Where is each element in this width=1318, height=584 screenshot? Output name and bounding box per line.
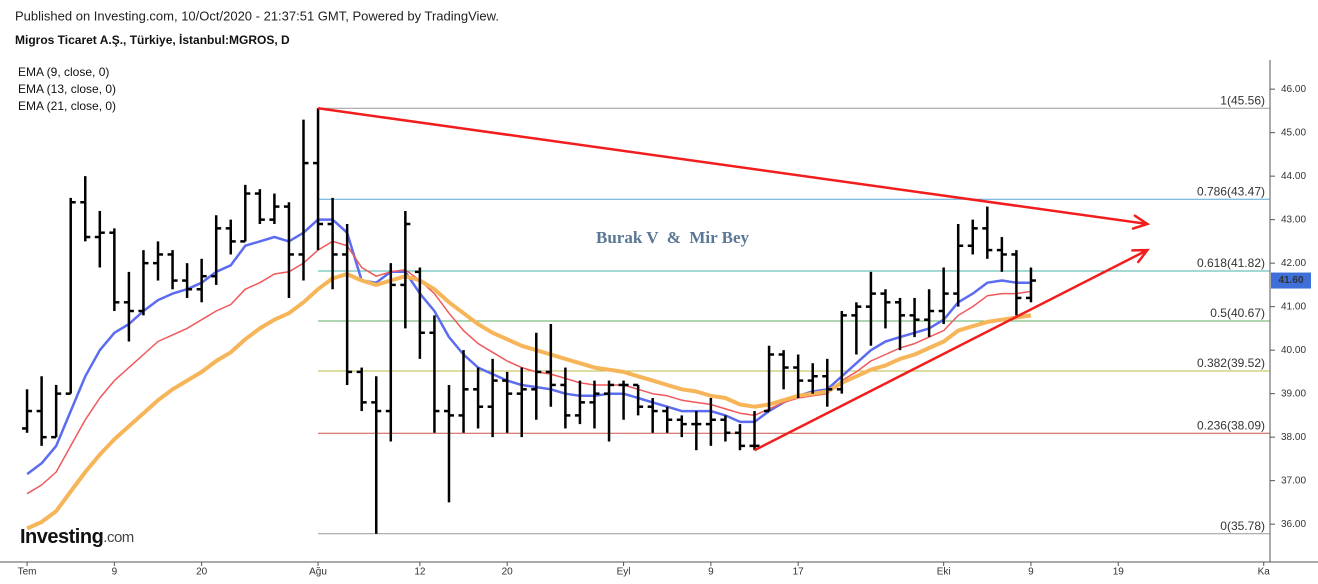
y-tick-label: 39.00 [1281, 388, 1306, 399]
y-tick-label: 37.00 [1281, 475, 1306, 486]
legend-entry: EMA (13, close, 0) [18, 82, 116, 96]
x-tick-label: 20 [502, 567, 514, 578]
fib-label: 0(35.78) [1220, 519, 1265, 533]
symbol-title: Migros Ticaret A.Ş., Türkiye, İstanbul:M… [15, 32, 290, 47]
y-tick-label: 46.00 [1281, 84, 1306, 95]
fib-label: 0.5(40.67) [1210, 306, 1265, 320]
x-tick-label: Eki [937, 567, 951, 578]
trend-arrow [1131, 214, 1151, 230]
y-tick-label: 43.00 [1281, 214, 1306, 225]
fib-label: 1(45.56) [1220, 93, 1265, 107]
watermark: Investing.com [20, 526, 134, 548]
x-tick-label: 9 [1028, 567, 1034, 578]
annotation: Burak V & Mir Bey [596, 228, 750, 247]
y-tick-label: 42.00 [1281, 258, 1306, 269]
y-tick-label: 40.00 [1281, 345, 1306, 356]
x-tick-label: 9 [708, 567, 714, 578]
ema-line [26, 272, 1032, 531]
y-tick-label: 41.00 [1281, 301, 1306, 312]
fib-label: 0.786(43.47) [1197, 184, 1265, 198]
trend-arrow [1131, 248, 1150, 264]
trend-line [317, 107, 1148, 226]
x-tick-label: 12 [414, 567, 426, 578]
y-tick-label: 36.00 [1281, 519, 1306, 530]
ema-line [26, 218, 1031, 476]
x-tick-label: 17 [793, 567, 805, 578]
legend-entry: EMA (9, close, 0) [18, 65, 109, 79]
last-price-box [1271, 272, 1311, 289]
x-tick-label: Tem [18, 567, 37, 578]
ema-line [26, 240, 1032, 495]
y-tick-label: 44.00 [1281, 171, 1306, 182]
legend-entry: EMA (21, close, 0) [18, 99, 116, 113]
watermark-suffix: .com [103, 529, 134, 546]
fib-label: 0.382(39.52) [1197, 356, 1265, 370]
x-tick-label: 19 [1113, 567, 1125, 578]
last-price-label: 41.60 [1278, 275, 1303, 286]
x-tick-label: Eyl [617, 567, 631, 578]
x-tick-label: 9 [112, 567, 118, 578]
x-tick-label: Ağu [309, 567, 327, 578]
y-tick-label: 38.00 [1281, 432, 1306, 443]
fib-label: 0.236(38.09) [1197, 418, 1265, 432]
published-note: Published on Investing.com, 10/Oct/2020 … [15, 8, 499, 23]
x-tick-label: 20 [196, 567, 208, 578]
x-tick-label: Ka [1258, 567, 1271, 578]
trend-line [753, 248, 1148, 452]
watermark-main: Investing [20, 526, 103, 548]
fib-label: 0.618(41.82) [1197, 256, 1265, 270]
y-tick-label: 45.00 [1281, 127, 1306, 138]
